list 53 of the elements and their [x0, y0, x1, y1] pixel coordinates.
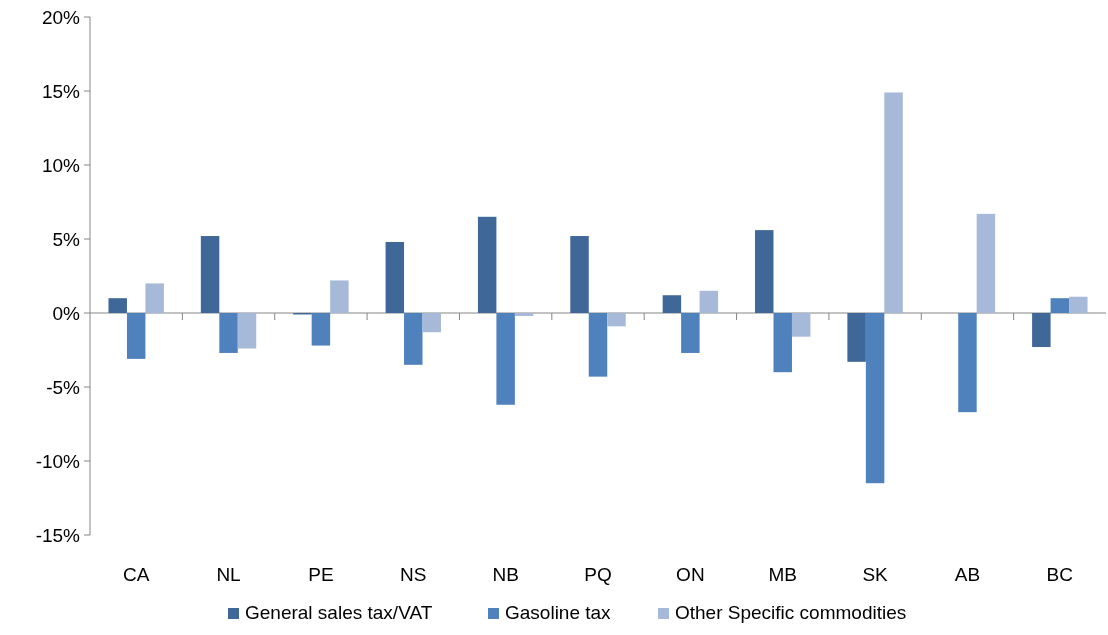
bar [404, 313, 423, 365]
bar [755, 230, 774, 313]
bar [200, 236, 220, 313]
bar [422, 313, 441, 333]
bar [681, 313, 700, 353]
legend-label: General sales tax/VAT [245, 602, 433, 623]
bar [847, 313, 866, 362]
bar [311, 313, 331, 346]
y-tick-label: 0% [52, 302, 81, 324]
bar [514, 313, 534, 316]
bar [699, 290, 719, 313]
bar [237, 313, 257, 349]
x-tick-label: NL [216, 564, 241, 585]
bar [588, 313, 608, 377]
bar [1050, 298, 1070, 313]
x-tick-label: ON [676, 564, 705, 585]
x-tick-label: MB [768, 564, 797, 585]
x-tick-label: CA [122, 564, 150, 585]
bar [976, 213, 996, 313]
bar [108, 298, 127, 313]
bar [145, 283, 164, 313]
bar [496, 313, 515, 405]
bar [126, 313, 146, 359]
bar [385, 241, 405, 313]
x-tick-label: SK [862, 564, 889, 585]
bar [607, 313, 626, 327]
y-tick-label: -10% [35, 450, 81, 472]
bar [219, 313, 238, 353]
y-tick-label: 20% [41, 6, 81, 28]
bar [662, 295, 682, 313]
bar [865, 313, 885, 484]
y-tick-label: -15% [35, 524, 81, 546]
y-tick-label: 10% [41, 154, 81, 176]
bar [1032, 313, 1051, 348]
bar [330, 280, 349, 313]
y-tick-label: -5% [46, 376, 81, 398]
bar [791, 313, 811, 337]
x-tick-label: NS [400, 564, 427, 585]
bar [477, 216, 497, 313]
y-tick-label: 15% [41, 80, 81, 102]
bar [958, 313, 977, 413]
x-tick-label: BC [1046, 564, 1074, 585]
x-tick-label: AB [954, 564, 981, 585]
bar [570, 236, 589, 313]
bar [773, 313, 792, 373]
bar [1069, 296, 1088, 313]
legend-label: Gasoline tax [505, 602, 612, 623]
x-tick-label: PE [308, 564, 334, 585]
y-tick-label: 5% [52, 228, 81, 250]
x-tick-label: NB [492, 564, 519, 585]
x-tick-label: PQ [584, 564, 612, 585]
legend-label: Other Specific commodities [675, 602, 907, 623]
bar [884, 92, 903, 313]
